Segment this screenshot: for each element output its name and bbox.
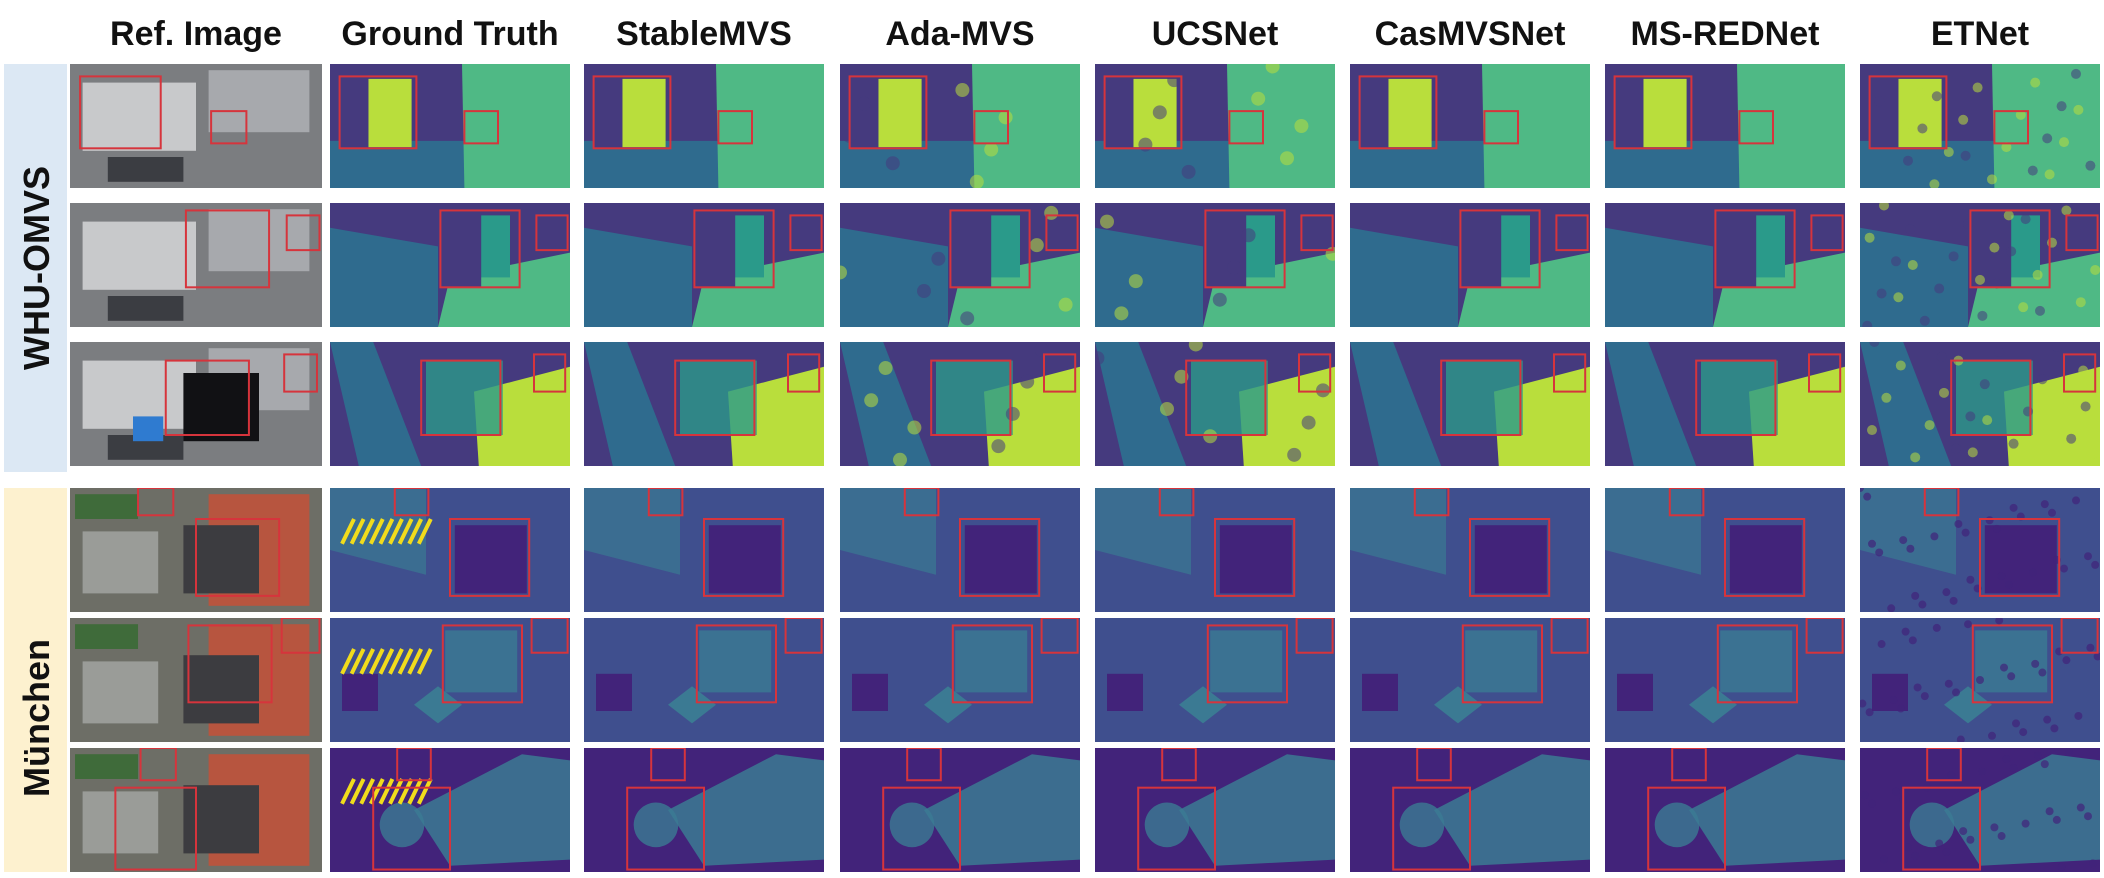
group-label-munchen: München [16,639,57,797]
depth-map-casmvsnet-row-5 [1350,618,1590,742]
depth-map-ada-mvs-row-3 [840,342,1080,466]
reference-image-row-3 [70,342,322,466]
column-header-ms-rednet: MS-REDNet [1630,15,1820,53]
depth-map-ucsnet-row-1 [1095,64,1335,188]
column-header-ada-mvs: Ada-MVS [885,15,1035,53]
depth-map-ada-mvs-row-5 [840,618,1080,742]
depth-map-casmvsnet-row-2 [1350,203,1590,327]
depth-map-ms-rednet-row-4 [1605,488,1845,612]
depth-map-ground-truth-row-5 [330,618,570,742]
group-bg-whu [4,64,67,472]
depth-map-stablemvs-row-3 [584,342,824,466]
depth-map-stablemvs-row-2 [584,203,824,327]
depth-map-etnet-row-5 [1860,618,2100,742]
reference-image-row-2 [70,203,322,327]
depth-map-etnet-row-1 [1860,64,2100,188]
depth-map-ucsnet-row-6 [1095,748,1335,872]
depth-map-stablemvs-row-1 [584,64,824,188]
depth-map-etnet-row-3 [1860,342,2100,466]
reference-image-row-4 [70,488,322,612]
depth-map-ada-mvs-row-6 [840,748,1080,872]
reference-image-row-5 [70,618,322,742]
depth-map-ground-truth-row-1 [330,64,570,188]
depth-map-casmvsnet-row-1 [1350,64,1590,188]
reference-image-row-1 [70,64,322,188]
depth-map-casmvsnet-row-4 [1350,488,1590,612]
depth-map-stablemvs-row-4 [584,488,824,612]
depth-map-casmvsnet-row-6 [1350,748,1590,872]
depth-map-ground-truth-row-3 [330,342,570,466]
depth-map-ucsnet-row-4 [1095,488,1335,612]
depth-map-etnet-row-4 [1860,488,2100,612]
depth-map-etnet-row-2 [1860,203,2100,327]
depth-map-ucsnet-row-2 [1095,203,1335,327]
column-header-stablemvs: StableMVS [616,15,792,53]
depth-map-casmvsnet-row-3 [1350,342,1590,466]
depth-map-ada-mvs-row-1 [840,64,1080,188]
depth-map-ms-rednet-row-5 [1605,618,1845,742]
depth-map-stablemvs-row-6 [584,748,824,872]
column-header-ucsnet: UCSNet [1151,15,1279,53]
depth-map-ms-rednet-row-1 [1605,64,1845,188]
depth-map-ms-rednet-row-2 [1605,203,1845,327]
column-header-etnet: ETNet [1930,15,2030,53]
depth-map-ada-mvs-row-2 [840,203,1080,327]
depth-map-ms-rednet-row-6 [1605,748,1845,872]
group-label-whu: WHU-OMVS [16,166,57,370]
column-header-casmvsnet: CasMVSNet [1374,15,1566,53]
reference-image-row-6 [70,748,322,872]
depth-map-ground-truth-row-2 [330,203,570,327]
column-header-ground-truth: Ground Truth [341,15,559,53]
group-bg-munchen [4,488,67,872]
depth-map-ada-mvs-row-4 [840,488,1080,612]
depth-map-ground-truth-row-4 [330,488,570,612]
depth-map-etnet-row-6 [1860,748,2100,872]
depth-map-ucsnet-row-3 [1095,342,1335,466]
depth-map-stablemvs-row-5 [584,618,824,742]
column-header-ref-image: Ref. Image [110,15,282,53]
depth-map-ground-truth-row-6 [330,748,570,872]
depth-map-ucsnet-row-5 [1095,618,1335,742]
depth-map-ms-rednet-row-3 [1605,342,1845,466]
